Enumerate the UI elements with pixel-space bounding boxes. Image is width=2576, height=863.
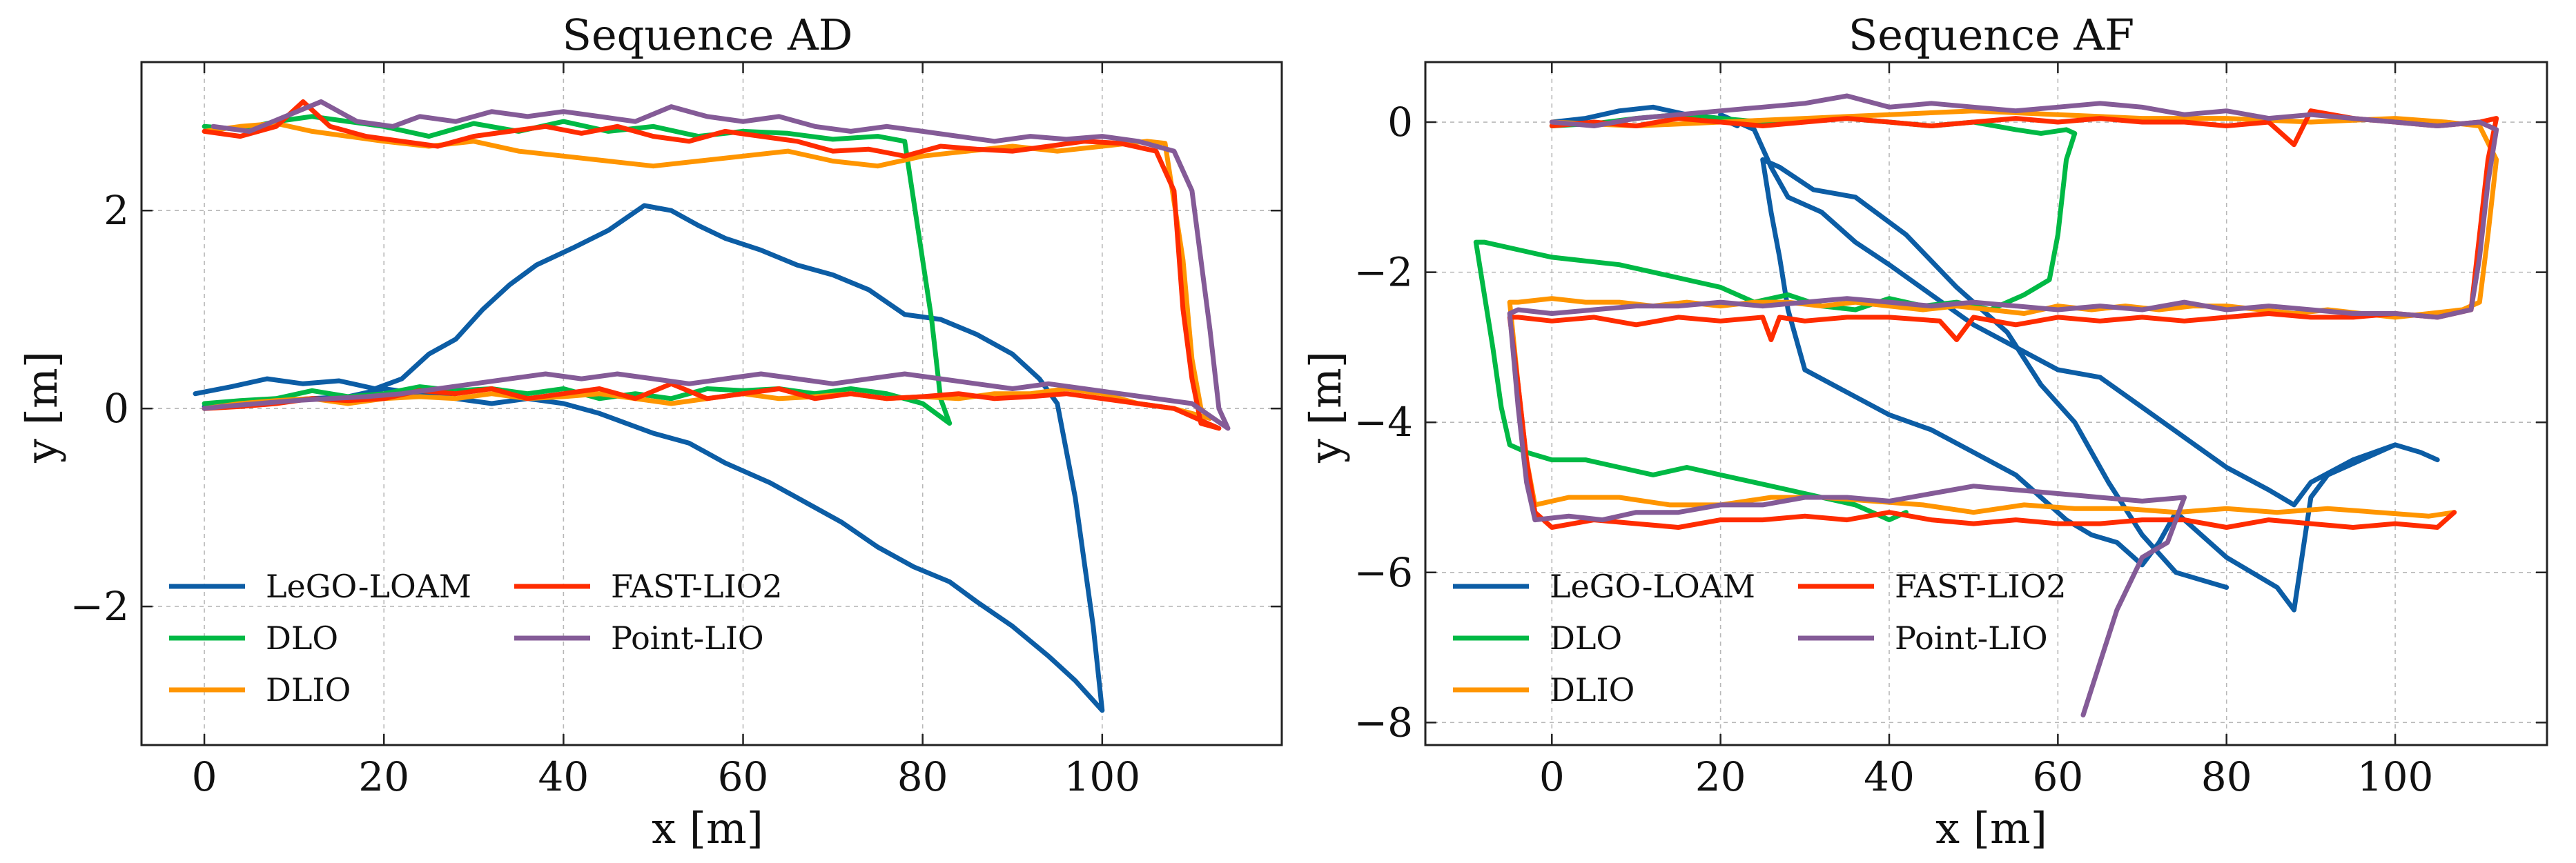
y-tick-label: −2: [70, 583, 130, 630]
x-tick-label: 20: [358, 753, 409, 800]
series-line-point-lio: [1507, 93, 2499, 717]
x-tick-label: 0: [1539, 753, 1565, 800]
x-tick-label: 0: [192, 753, 217, 800]
series-line-dlio: [202, 121, 1213, 421]
legend-label-point-lio: Point-LIO: [1895, 619, 2048, 657]
y-tick-label: −8: [1354, 699, 1414, 746]
chart-sequence-ad: Sequence AD x [m] y [m] 0 20 40 60 80 100 −2 0 2…: [17, 10, 1283, 853]
chart-title: Sequence AF: [1848, 10, 2134, 60]
legend-label-fast-lio2: FAST-LIO2: [611, 568, 783, 605]
y-tick-label: −4: [1354, 399, 1414, 446]
legend-label-lego-loam: LeGO-LOAM: [266, 568, 471, 605]
y-tick-label: −2: [1354, 249, 1414, 296]
legend-label-dlio: DLIO: [266, 671, 351, 708]
x-tick-label: 100: [1064, 753, 1140, 800]
legend-label-dlo: DLO: [266, 619, 338, 657]
legend: LeGO-LOAM DLO DLIO FAST-LIO2 Point-LIO: [1453, 568, 2067, 708]
axis-ticks: 0 20 40 60 80 100 −8 −6 −4 −2 0: [1354, 62, 2547, 800]
legend-label-fast-lio2: FAST-LIO2: [1895, 568, 2067, 605]
x-tick-label: 80: [2201, 753, 2252, 800]
x-axis-label: x [m]: [652, 803, 763, 853]
series-lines: [193, 99, 1231, 713]
x-tick-label: 20: [1695, 753, 1746, 800]
y-axis-label: y [m]: [17, 351, 67, 464]
y-tick-label: 0: [1387, 99, 1413, 146]
x-tick-label: 60: [2032, 753, 2083, 800]
series-line-dlo: [202, 114, 953, 426]
x-tick-label: 100: [2357, 753, 2434, 800]
y-axis-label: y [m]: [1300, 351, 1351, 464]
y-tick-label: 2: [104, 187, 129, 234]
x-tick-label: 40: [1864, 753, 1915, 800]
series-line-fast-lio2: [1507, 108, 2499, 530]
series-lines: [1473, 93, 2499, 717]
x-tick-label: 40: [538, 753, 589, 800]
plot-frame: [140, 61, 1283, 746]
series-line-fast-lio2: [202, 99, 1222, 431]
legend-label-dlio: DLIO: [1550, 671, 1635, 708]
legend-label-point-lio: Point-LIO: [611, 619, 764, 657]
chart-title: Sequence AD: [562, 10, 852, 60]
plot-frame: [1424, 61, 2548, 746]
x-tick-label: 80: [897, 753, 948, 800]
axis-ticks: 0 20 40 60 80 100 −2 0 2: [70, 62, 1282, 800]
legend-label-dlo: DLO: [1550, 619, 1622, 657]
series-line-point-lio: [202, 99, 1231, 431]
legend: LeGO-LOAM DLO DLIO FAST-LIO2 Point-LIO: [169, 568, 783, 708]
y-tick-label: −6: [1354, 549, 1414, 596]
legend-label-lego-loam: LeGO-LOAM: [1550, 568, 1755, 605]
x-axis-label: x [m]: [1935, 803, 2047, 853]
y-tick-label: 0: [104, 385, 129, 432]
x-tick-label: 60: [718, 753, 769, 800]
chart-sequence-af: Sequence AF x [m] y [m] 0 20 40 60 80 100 −8 −6…: [1300, 10, 2548, 853]
series-line-lego-loam: [1549, 104, 2440, 613]
